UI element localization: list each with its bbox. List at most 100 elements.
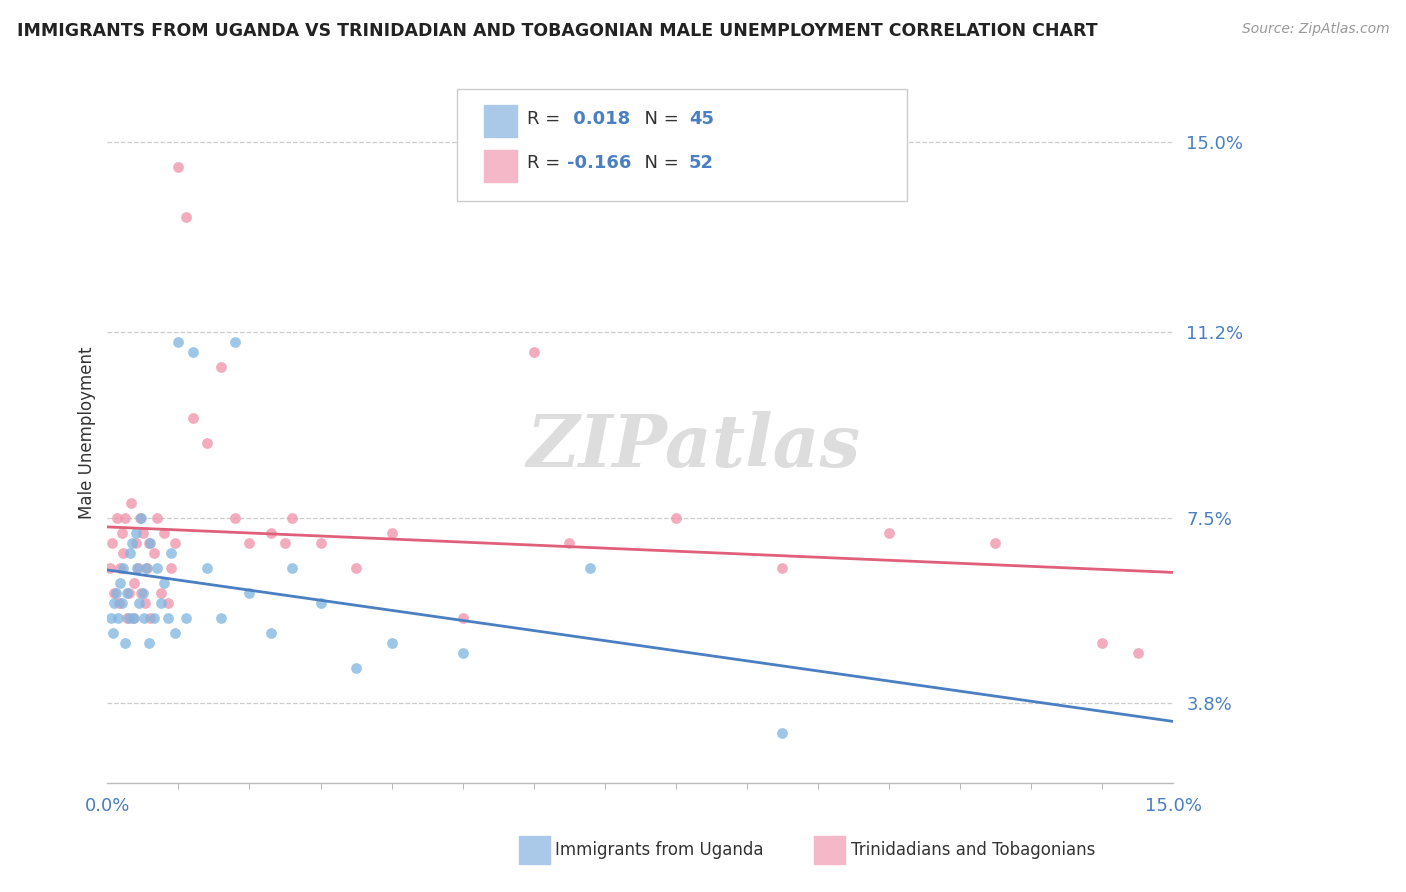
- Point: [274, 536, 297, 550]
- Point: [153, 525, 176, 540]
- Point: [124, 576, 146, 591]
- Point: [174, 210, 197, 224]
- Point: [665, 511, 688, 525]
- Point: [181, 345, 204, 359]
- Text: R =: R =: [527, 154, 567, 172]
- Point: [131, 511, 153, 525]
- Point: [139, 536, 162, 550]
- Point: [117, 586, 139, 600]
- Point: [224, 335, 246, 350]
- Point: [125, 525, 148, 540]
- Point: [309, 536, 332, 550]
- Text: Source: ZipAtlas.com: Source: ZipAtlas.com: [1241, 22, 1389, 37]
- Point: [108, 576, 131, 591]
- Point: [118, 586, 141, 600]
- Point: [149, 596, 172, 610]
- Point: [195, 561, 218, 575]
- Point: [224, 511, 246, 525]
- Point: [238, 536, 260, 550]
- Point: [98, 561, 121, 575]
- Point: [139, 611, 162, 625]
- Point: [344, 661, 367, 675]
- Point: [451, 611, 474, 625]
- Text: Immigrants from Uganda: Immigrants from Uganda: [555, 841, 763, 859]
- Point: [281, 511, 304, 525]
- Point: [558, 536, 581, 550]
- Point: [149, 586, 172, 600]
- Point: [132, 586, 155, 600]
- Point: [101, 536, 124, 550]
- Point: [136, 561, 159, 575]
- Text: 45: 45: [689, 110, 714, 128]
- Text: N =: N =: [633, 110, 685, 128]
- Point: [209, 360, 232, 375]
- Point: [344, 561, 367, 575]
- Point: [523, 345, 546, 359]
- Point: [156, 611, 179, 625]
- Point: [160, 561, 183, 575]
- Point: [124, 611, 146, 625]
- Point: [153, 576, 176, 591]
- Point: [114, 636, 136, 650]
- Point: [111, 546, 134, 560]
- Point: [104, 586, 127, 600]
- Point: [146, 511, 169, 525]
- Point: [111, 561, 134, 575]
- Point: [156, 596, 179, 610]
- Point: [110, 525, 132, 540]
- Point: [120, 496, 142, 510]
- Point: [142, 611, 165, 625]
- Point: [129, 511, 152, 525]
- Text: R =: R =: [527, 110, 567, 128]
- Point: [451, 646, 474, 660]
- Point: [100, 611, 122, 625]
- Point: [309, 596, 332, 610]
- Text: N =: N =: [633, 154, 685, 172]
- Point: [114, 511, 136, 525]
- Point: [984, 536, 1007, 550]
- Point: [146, 561, 169, 575]
- Point: [167, 160, 190, 174]
- Text: IMMIGRANTS FROM UGANDA VS TRINIDADIAN AND TOBAGONIAN MALE UNEMPLOYMENT CORRELATI: IMMIGRANTS FROM UGANDA VS TRINIDADIAN AN…: [17, 22, 1098, 40]
- Point: [174, 611, 197, 625]
- Point: [281, 561, 304, 575]
- Point: [138, 636, 160, 650]
- Point: [770, 726, 793, 740]
- Point: [209, 611, 232, 625]
- Text: Trinidadians and Tobagonians: Trinidadians and Tobagonians: [851, 841, 1095, 859]
- Point: [127, 561, 149, 575]
- Point: [579, 561, 602, 575]
- Text: 52: 52: [689, 154, 714, 172]
- Point: [195, 435, 218, 450]
- Point: [1126, 646, 1149, 660]
- Point: [160, 546, 183, 560]
- Text: 0.018: 0.018: [567, 110, 630, 128]
- Point: [135, 561, 157, 575]
- Point: [121, 536, 143, 550]
- Point: [163, 536, 186, 550]
- Point: [138, 536, 160, 550]
- Point: [107, 611, 129, 625]
- Point: [110, 596, 132, 610]
- Point: [142, 546, 165, 560]
- Point: [877, 525, 900, 540]
- Point: [260, 525, 283, 540]
- Point: [122, 611, 145, 625]
- Text: ZIPatlas: ZIPatlas: [526, 411, 860, 483]
- Point: [101, 626, 124, 640]
- Point: [103, 596, 125, 610]
- Point: [380, 636, 402, 650]
- Point: [120, 546, 142, 560]
- Point: [134, 596, 156, 610]
- Point: [132, 525, 155, 540]
- Point: [125, 536, 148, 550]
- Point: [163, 626, 186, 640]
- Point: [380, 525, 402, 540]
- Point: [127, 561, 149, 575]
- Point: [108, 561, 131, 575]
- Y-axis label: Male Unemployment: Male Unemployment: [79, 346, 96, 519]
- Point: [131, 586, 153, 600]
- Point: [1091, 636, 1114, 650]
- Point: [107, 596, 129, 610]
- Point: [181, 410, 204, 425]
